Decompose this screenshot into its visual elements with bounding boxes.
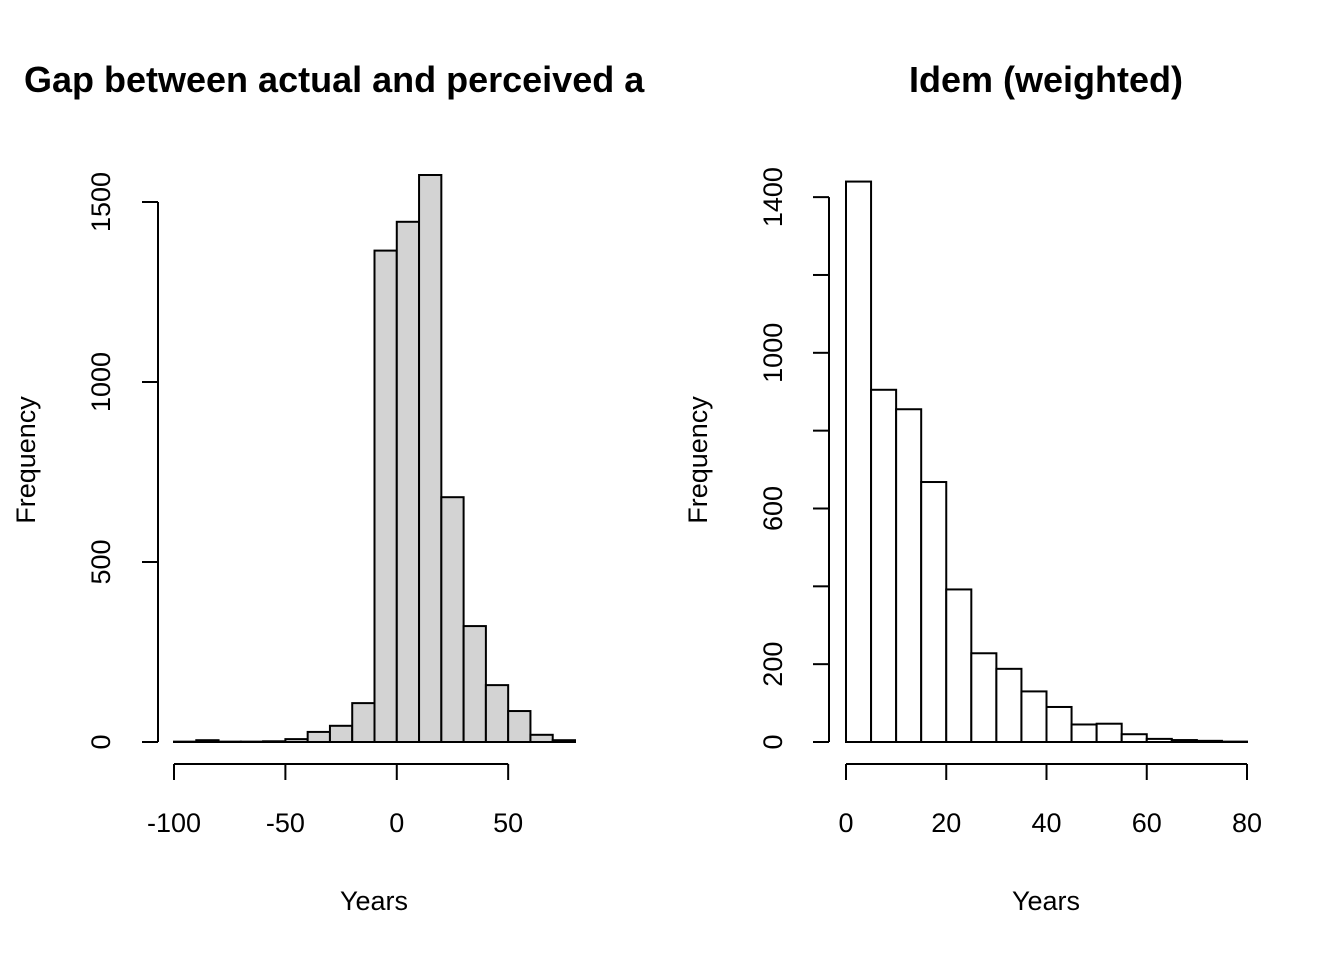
histogram-panel-left: Gap between actual and perceived a 05001… <box>11 59 645 916</box>
x-tick-label: 50 <box>493 808 523 838</box>
y-axis-label: Frequency <box>683 396 713 524</box>
x-tick-label: 60 <box>1132 808 1162 838</box>
y-tick-label: 500 <box>86 539 116 584</box>
histogram-bar <box>462 625 487 744</box>
histogram-bar <box>1195 739 1223 744</box>
x-axis: -100 -50 0 50 <box>147 763 523 838</box>
x-axis-label: Years <box>1012 886 1080 916</box>
x-tick-label: 0 <box>389 808 404 838</box>
histogram-bar <box>945 588 973 744</box>
x-tick-label: -50 <box>266 808 305 838</box>
histogram-bar <box>920 481 948 743</box>
histogram-bar <box>995 667 1023 744</box>
x-tick-label: 80 <box>1232 808 1262 838</box>
histogram-bar <box>195 739 220 744</box>
histogram-panel-right: Idem (weighted) 0 200 600 1000 1400 0 20 40 60 8… <box>683 59 1262 916</box>
histogram-bar <box>529 733 554 743</box>
chart-title: Gap between actual and perceived a <box>24 59 645 100</box>
x-tick-label: 40 <box>1031 808 1061 838</box>
y-tick-label: 1000 <box>758 323 788 383</box>
x-tick-label: 20 <box>931 808 961 838</box>
chart-title: Idem (weighted) <box>909 59 1183 100</box>
y-tick-label: 200 <box>758 642 788 687</box>
y-axis: 0 200 600 1000 1400 <box>758 167 830 750</box>
y-tick-label: 1400 <box>758 167 788 227</box>
histogram-bar <box>507 710 532 743</box>
histogram-bar <box>1145 737 1173 743</box>
histogram-bar <box>351 702 376 743</box>
histogram-bar <box>870 388 898 743</box>
histogram-bar <box>418 174 443 743</box>
y-tick-label: 1000 <box>86 352 116 412</box>
y-axis: 0 500 1000 1500 <box>86 172 159 750</box>
histogram-bar <box>1020 690 1048 743</box>
histogram-bar <box>306 730 331 743</box>
y-tick-label: 0 <box>758 734 788 749</box>
x-axis: 0 20 40 60 80 <box>838 763 1262 838</box>
x-axis-label: Years <box>340 886 408 916</box>
y-axis-label: Frequency <box>11 396 41 524</box>
histogram-bar <box>1070 723 1098 744</box>
x-tick-label: -100 <box>147 808 201 838</box>
histogram-bar <box>328 724 354 743</box>
histogram-bar <box>262 740 287 744</box>
histogram-bar <box>440 496 465 744</box>
y-tick-label: 600 <box>758 486 788 531</box>
x-tick-label: 0 <box>838 808 853 838</box>
histogram-bar <box>1120 733 1148 743</box>
y-tick-label: 0 <box>86 734 116 749</box>
histogram-bar <box>373 249 398 743</box>
histogram-bar <box>895 408 923 743</box>
histogram-bars <box>845 180 1248 744</box>
histogram-bar <box>845 180 873 743</box>
histogram-bar <box>484 684 510 743</box>
histogram-bar <box>395 220 421 744</box>
histogram-bars <box>173 174 577 744</box>
histogram-bar <box>1095 722 1123 744</box>
histogram-bar <box>1170 739 1198 744</box>
histogram-bar <box>970 652 998 744</box>
histogram-bar <box>1045 705 1073 743</box>
histogram-bar <box>551 739 577 744</box>
histogram-bar <box>284 738 309 743</box>
y-tick-label: 1500 <box>86 172 116 232</box>
